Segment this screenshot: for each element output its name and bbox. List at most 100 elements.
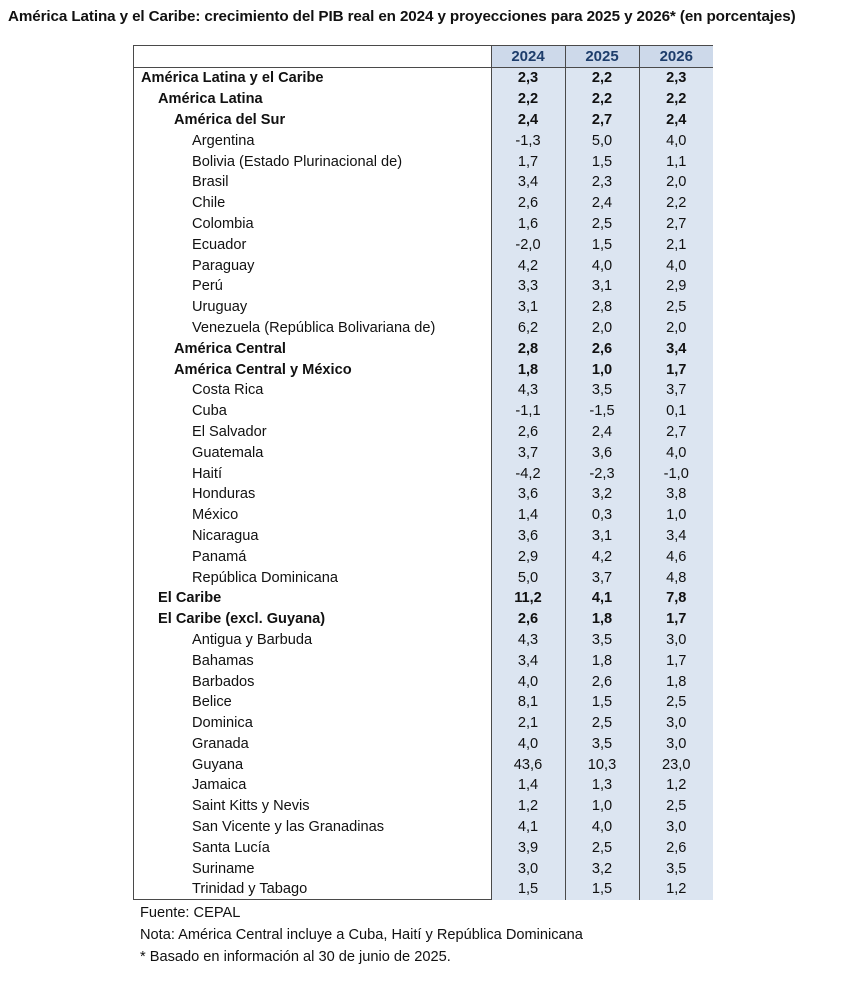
table-row: Antigua y Barbuda 4,3 3,5 3,0 <box>134 629 713 651</box>
table-row: Perú 3,3 3,1 2,9 <box>134 275 713 297</box>
value-cell-2026: 4,0 <box>638 442 713 464</box>
value-cell-2026: 2,5 <box>638 296 713 318</box>
column-header-2026: 2026 <box>638 46 713 68</box>
header-blank-cell <box>134 46 491 68</box>
value-cell-2026: 1,2 <box>638 775 713 796</box>
value-cell-2025: 4,1 <box>564 587 639 609</box>
value-cell-2025: 2,6 <box>564 671 639 692</box>
gdp-growth-table: 2024 2025 2026 América Latina y el Carib… <box>133 45 713 900</box>
value-cell-2025: 1,0 <box>564 359 639 380</box>
table-row-aggregate: El Caribe (excl. Guyana) 2,6 1,8 1,7 <box>134 608 713 630</box>
value-cell-2024: 3,6 <box>490 525 565 547</box>
region-name-cell: Cuba <box>192 403 227 420</box>
table-row: Venezuela (República Bolivariana de) 6,2 2… <box>134 317 713 339</box>
table-row: Uruguay 3,1 2,8 2,5 <box>134 296 713 318</box>
value-cell-2024: 4,3 <box>490 629 565 651</box>
value-cell-2026: 1,8 <box>638 671 713 692</box>
value-cell-2025: 3,1 <box>564 525 639 547</box>
value-cell-2025: 2,8 <box>564 296 639 318</box>
value-cell-2024: 2,6 <box>490 421 565 443</box>
value-cell-2024: 2,4 <box>490 109 565 131</box>
value-cell-2024: 3,3 <box>490 275 565 297</box>
value-cell-2026: 3,7 <box>638 379 713 401</box>
value-cell-2026: 3,8 <box>638 483 713 505</box>
value-cell-2025: 2,4 <box>564 192 639 214</box>
value-cell-2024: 1,4 <box>490 775 565 796</box>
table-row: Suriname 3,0 3,2 3,5 <box>134 858 713 880</box>
table-row: San Vicente y las Granadinas 4,1 4,0 3,0 <box>134 816 713 838</box>
value-cell-2026: 2,7 <box>638 213 713 235</box>
table-row: Saint Kitts y Nevis 1,2 1,0 2,5 <box>134 795 713 817</box>
table-header-row: 2024 2025 2026 <box>134 46 713 68</box>
value-cell-2026: 3,0 <box>638 629 713 651</box>
value-cell-2026: -1,0 <box>638 463 713 484</box>
value-cell-2024: 2,8 <box>490 338 565 360</box>
region-name-cell: Perú <box>192 278 223 295</box>
value-cell-2026: 2,2 <box>638 192 713 214</box>
value-cell-2026: 7,8 <box>638 587 713 609</box>
table-row: Belice 8,1 1,5 2,5 <box>134 691 713 713</box>
value-cell-2024: -2,0 <box>490 234 565 256</box>
value-cell-2025: 2,3 <box>564 171 639 193</box>
table-row: Argentina -1,3 5,0 4,0 <box>134 130 713 152</box>
value-cell-2025: 1,0 <box>564 795 639 817</box>
value-cell-2025: 4,2 <box>564 546 639 568</box>
value-cell-2026: 4,0 <box>638 255 713 276</box>
region-name-cell: Costa Rica <box>192 382 264 399</box>
table-row: Colombia 1,6 2,5 2,7 <box>134 213 713 235</box>
region-name-cell: América Central y México <box>174 361 352 378</box>
table-row: Cuba -1,1 -1,5 0,1 <box>134 400 713 422</box>
value-cell-2026: 3,4 <box>638 338 713 360</box>
value-cell-2026: 3,0 <box>638 816 713 838</box>
region-name-cell: Guyana <box>192 756 244 773</box>
region-name-cell: Guatemala <box>192 444 264 461</box>
value-cell-2026: 3,0 <box>638 712 713 734</box>
table-row: Ecuador -2,0 1,5 2,1 <box>134 234 713 256</box>
value-cell-2024: 5,0 <box>490 567 565 588</box>
value-cell-2025: 2,2 <box>564 88 639 110</box>
value-cell-2026: 2,1 <box>638 234 713 256</box>
table-row-aggregate: América Central y México 1,8 1,0 1,7 <box>134 359 713 380</box>
value-cell-2025: -1,5 <box>564 400 639 422</box>
value-cell-2025: 2,5 <box>564 712 639 734</box>
value-cell-2024: 1,5 <box>490 879 565 900</box>
value-cell-2024: 4,0 <box>490 733 565 755</box>
region-name-cell: Bolivia (Estado Plurinacional de) <box>192 153 403 170</box>
value-cell-2026: 0,1 <box>638 400 713 422</box>
value-cell-2026: 2,9 <box>638 275 713 297</box>
value-cell-2025: 4,0 <box>564 816 639 838</box>
value-cell-2026: 2,4 <box>638 109 713 131</box>
value-cell-2025: 2,4 <box>564 421 639 443</box>
value-cell-2026: 23,0 <box>638 754 713 776</box>
value-cell-2025: 4,0 <box>564 255 639 276</box>
region-name-cell: Jamaica <box>192 777 247 794</box>
value-cell-2026: 2,0 <box>638 317 713 339</box>
region-name-cell: Honduras <box>192 486 256 503</box>
table-row-aggregate: América del Sur 2,4 2,7 2,4 <box>134 109 713 131</box>
region-name-cell: Argentina <box>192 132 255 149</box>
value-cell-2026: 1,1 <box>638 151 713 172</box>
value-cell-2026: 1,7 <box>638 650 713 672</box>
table-row: Barbados 4,0 2,6 1,8 <box>134 671 713 692</box>
value-cell-2024: 3,0 <box>490 858 565 880</box>
region-name-cell: Panamá <box>192 548 247 565</box>
table-body: América Latina y el Caribe 2,3 2,2 2,3 Améri… <box>134 67 713 900</box>
region-name-cell: El Caribe (excl. Guyana) <box>158 611 326 628</box>
footnote: * Basado en información al 30 de junio d… <box>140 949 451 965</box>
region-name-cell: Bahamas <box>192 652 254 669</box>
table-row: Chile 2,6 2,4 2,2 <box>134 192 713 214</box>
value-cell-2024: 11,2 <box>490 587 565 609</box>
value-cell-2025: 3,2 <box>564 483 639 505</box>
region-name-cell: Santa Lucía <box>192 839 270 856</box>
value-cell-2026: 3,4 <box>638 525 713 547</box>
column-header-2025: 2025 <box>564 46 639 68</box>
region-name-cell: Dominica <box>192 715 253 732</box>
value-cell-2025: 3,1 <box>564 275 639 297</box>
table-row: Jamaica 1,4 1,3 1,2 <box>134 775 713 796</box>
value-cell-2025: 1,3 <box>564 775 639 796</box>
region-name-cell: América del Sur <box>174 111 286 128</box>
region-name-cell: Nicaragua <box>192 527 259 544</box>
value-cell-2026: 4,6 <box>638 546 713 568</box>
value-cell-2024: 43,6 <box>490 754 565 776</box>
value-cell-2024: 1,4 <box>490 504 565 526</box>
